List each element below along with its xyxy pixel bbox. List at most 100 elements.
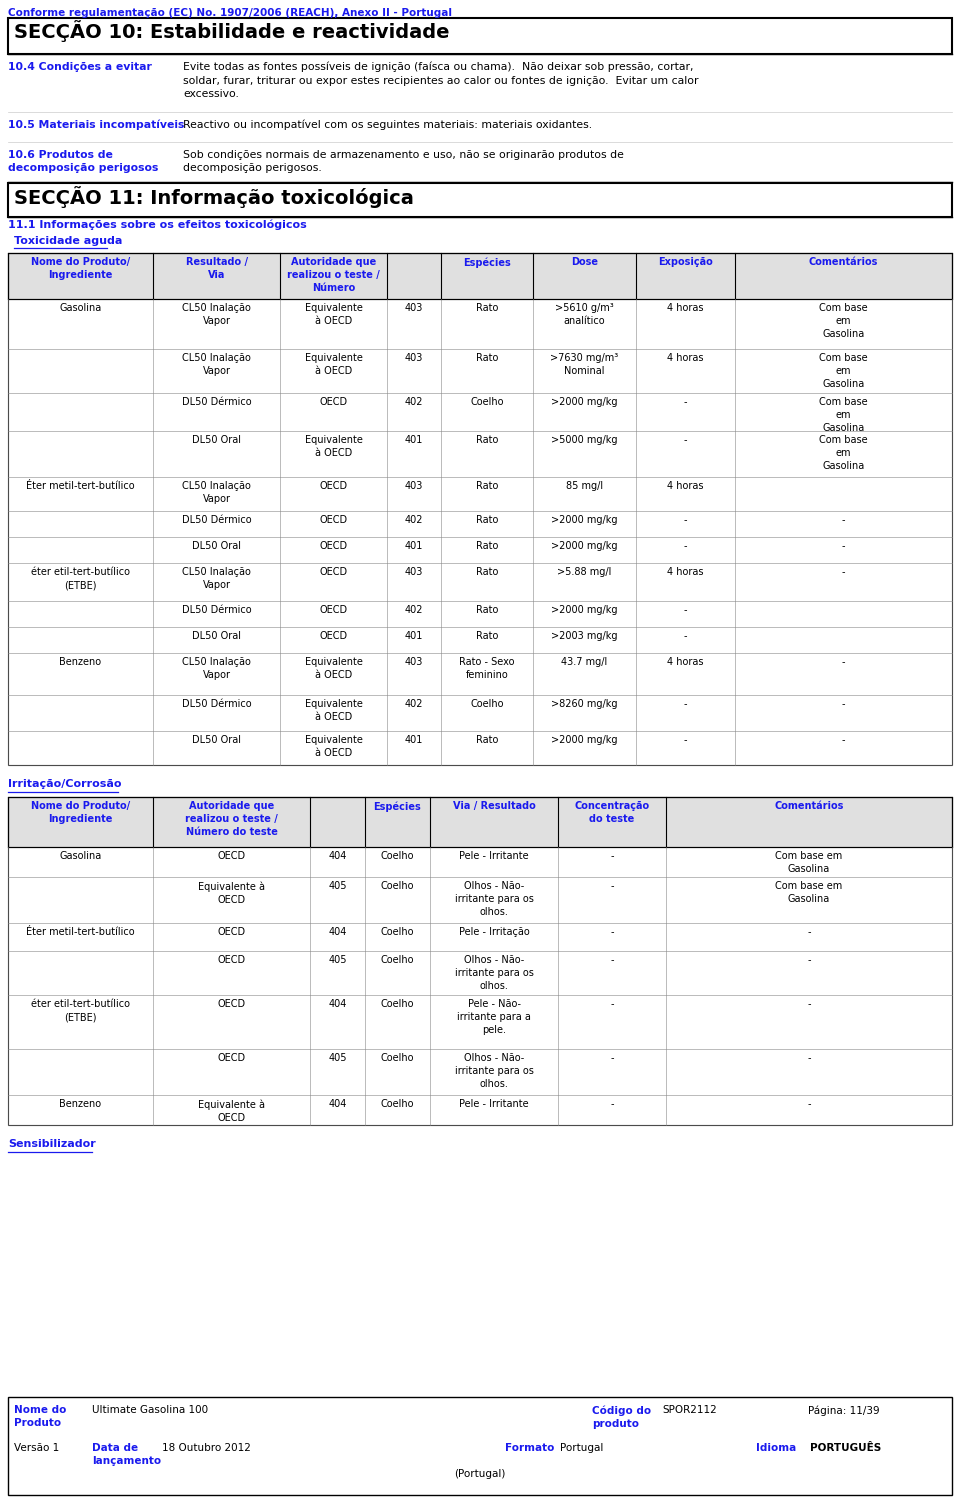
Text: 404: 404	[328, 1099, 347, 1109]
Text: 402: 402	[405, 515, 423, 525]
Bar	[8, 1397, 952, 1494]
Text: Rato: Rato	[476, 482, 498, 491]
Text: -: -	[842, 658, 845, 667]
Text: OECD: OECD	[320, 631, 348, 641]
Text: Rato: Rato	[476, 631, 498, 641]
Text: 4 horas: 4 horas	[667, 354, 704, 363]
Text: Formato: Formato	[505, 1443, 554, 1452]
Text: Versão 1: Versão 1	[14, 1443, 60, 1452]
Text: Com base
em
Gasolina: Com base em Gasolina	[819, 303, 868, 340]
Text: Rato: Rato	[476, 734, 498, 745]
Text: Coelho: Coelho	[381, 999, 415, 1008]
Bar	[8, 253, 952, 299]
Text: -: -	[842, 515, 845, 525]
Text: -: -	[611, 1054, 613, 1063]
Text: Rato: Rato	[476, 540, 498, 551]
Text: SECÇÃO 10: Estabilidade e reactividade: SECÇÃO 10: Estabilidade e reactividade	[14, 20, 449, 42]
Text: 4 horas: 4 horas	[667, 567, 704, 576]
Text: Com base
em
Gasolina: Com base em Gasolina	[819, 435, 868, 471]
Text: 401: 401	[405, 435, 423, 445]
Text: Rato: Rato	[476, 515, 498, 525]
Text: -: -	[842, 698, 845, 709]
Text: 404: 404	[328, 927, 347, 938]
Text: Olhos - Não-
irritante para os
olhos.: Olhos - Não- irritante para os olhos.	[455, 880, 534, 918]
Text: -: -	[807, 999, 811, 1008]
Bar	[8, 184, 952, 217]
Text: 4 horas: 4 horas	[667, 303, 704, 313]
Bar	[8, 798, 952, 1126]
Text: Dose: Dose	[571, 257, 598, 266]
Text: Nome do
Produto: Nome do Produto	[14, 1406, 66, 1428]
Text: DL50 Dérmico: DL50 Dérmico	[181, 698, 252, 709]
Text: -: -	[611, 999, 613, 1008]
Text: Olhos - Não-
irritante para os
olhos.: Olhos - Não- irritante para os olhos.	[455, 956, 534, 992]
Text: Coelho: Coelho	[381, 850, 415, 861]
Bar	[8, 18, 952, 54]
Text: 18 Outubro 2012: 18 Outubro 2012	[162, 1443, 251, 1452]
Text: Portugal: Portugal	[560, 1443, 604, 1452]
Text: Coelho: Coelho	[470, 698, 504, 709]
Text: Reactivo ou incompatível com os seguintes materiais: materiais oxidantes.: Reactivo ou incompatível com os seguinte…	[183, 120, 592, 131]
Bar	[8, 798, 952, 847]
Text: Éter metil-tert-butílico: Éter metil-tert-butílico	[26, 482, 134, 491]
Text: OECD: OECD	[320, 515, 348, 525]
Text: DL50 Dérmico: DL50 Dérmico	[181, 515, 252, 525]
Text: Idioma: Idioma	[756, 1443, 796, 1452]
Text: -: -	[611, 880, 613, 891]
Text: -: -	[684, 435, 687, 445]
Text: Coelho: Coelho	[381, 956, 415, 965]
Text: CL50 Inalação
Vapor: CL50 Inalação Vapor	[182, 567, 251, 590]
Text: Rato: Rato	[476, 435, 498, 445]
Text: >2000 mg/kg: >2000 mg/kg	[551, 540, 617, 551]
Text: 403: 403	[405, 303, 423, 313]
Text: 43.7 mg/l: 43.7 mg/l	[562, 658, 608, 667]
Text: Nome do Produto/
Ingrediente: Nome do Produto/ Ingrediente	[31, 257, 130, 280]
Text: >2000 mg/kg: >2000 mg/kg	[551, 515, 617, 525]
Text: -: -	[807, 1054, 811, 1063]
Text: Pele - Irritante: Pele - Irritante	[459, 850, 529, 861]
Text: Com base em
Gasolina: Com base em Gasolina	[776, 850, 843, 874]
Text: >5.88 mg/l: >5.88 mg/l	[558, 567, 612, 576]
Text: Com base
em
Gasolina: Com base em Gasolina	[819, 397, 868, 433]
Text: DL50 Dérmico: DL50 Dérmico	[181, 605, 252, 616]
Text: éter etil-tert-butílico
(ETBE): éter etil-tert-butílico (ETBE)	[31, 999, 130, 1022]
Text: OECD: OECD	[217, 850, 246, 861]
Text: Equivalente
à OECD: Equivalente à OECD	[304, 354, 363, 376]
Text: 85 mg/l: 85 mg/l	[566, 482, 603, 491]
Text: OECD: OECD	[320, 397, 348, 406]
Text: Pele - Irritante: Pele - Irritante	[459, 1099, 529, 1109]
Text: 401: 401	[405, 734, 423, 745]
Bar	[8, 253, 952, 765]
Text: 405: 405	[328, 1054, 347, 1063]
Text: (Portugal): (Portugal)	[454, 1469, 506, 1479]
Text: -: -	[684, 397, 687, 406]
Text: 402: 402	[405, 397, 423, 406]
Text: Concentração
do teste: Concentração do teste	[574, 801, 650, 825]
Text: DL50 Oral: DL50 Oral	[192, 631, 241, 641]
Text: SECÇÃO 11: Informação toxicológica: SECÇÃO 11: Informação toxicológica	[14, 187, 414, 208]
Text: Espécies: Espécies	[463, 257, 511, 268]
Text: -: -	[842, 734, 845, 745]
Text: -: -	[684, 605, 687, 616]
Text: OECD: OECD	[217, 927, 246, 938]
Text: >2003 mg/kg: >2003 mg/kg	[551, 631, 617, 641]
Text: Equivalente
à OECD: Equivalente à OECD	[304, 658, 363, 680]
Text: Pele - Não-
irritante para a
pele.: Pele - Não- irritante para a pele.	[457, 999, 531, 1035]
Text: Código do
produto: Código do produto	[592, 1406, 651, 1428]
Text: CL50 Inalação
Vapor: CL50 Inalação Vapor	[182, 354, 251, 376]
Text: Pele - Irritação: Pele - Irritação	[459, 927, 529, 938]
Text: >2000 mg/kg: >2000 mg/kg	[551, 605, 617, 616]
Text: 403: 403	[405, 658, 423, 667]
Text: OECD: OECD	[217, 999, 246, 1008]
Text: -: -	[684, 631, 687, 641]
Text: -: -	[842, 567, 845, 576]
Text: Com base
em
Gasolina: Com base em Gasolina	[819, 354, 868, 390]
Text: Coelho: Coelho	[381, 880, 415, 891]
Text: Coelho: Coelho	[381, 1099, 415, 1109]
Text: >2000 mg/kg: >2000 mg/kg	[551, 734, 617, 745]
Text: Equivalente à
OECD: Equivalente à OECD	[198, 1099, 265, 1123]
Text: -: -	[684, 698, 687, 709]
Text: 4 horas: 4 horas	[667, 658, 704, 667]
Text: Rato: Rato	[476, 567, 498, 576]
Text: -: -	[807, 927, 811, 938]
